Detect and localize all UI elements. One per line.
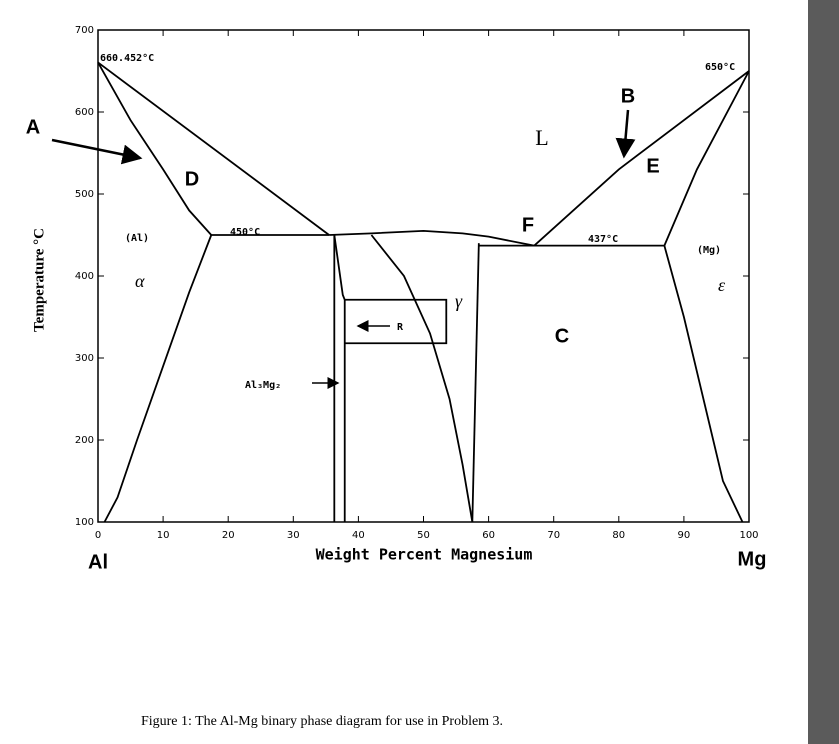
y-tick-label: 500 (75, 189, 94, 200)
y-tick-label: 700 (75, 25, 94, 36)
x-tick-label: 60 (482, 530, 495, 541)
arrow (51, 138, 143, 165)
annotation: B (621, 85, 635, 107)
annotation: F (522, 214, 534, 236)
annotation: ε (718, 275, 726, 295)
scrollbar (808, 0, 839, 744)
annotation: 650°C (705, 62, 735, 73)
x-end-label: Mg (738, 548, 767, 570)
phase-boundary (97, 61, 330, 236)
y-tick-label: 100 (75, 517, 94, 528)
annotation: A (26, 116, 40, 138)
annotation: E (646, 155, 659, 177)
phase-boundary (333, 234, 346, 522)
annotation: C (555, 325, 569, 347)
annotation: L (535, 125, 548, 150)
phase-boundary (370, 234, 474, 523)
annotation: Al₃Mg₂ (245, 380, 281, 391)
x-tick-label: 10 (157, 530, 170, 541)
phase-boundary (533, 70, 750, 247)
x-tick-label: 30 (287, 530, 300, 541)
x-end-label: Al (88, 551, 108, 573)
annotation: α (135, 271, 145, 291)
x-tick-label: 80 (612, 530, 625, 541)
annotation: 450°C (230, 227, 260, 238)
x-tick-label: 50 (417, 530, 430, 541)
y-tick-label: 200 (75, 435, 94, 446)
annotation: γ (455, 291, 463, 311)
annotation: R (397, 322, 404, 333)
phase-boundary (97, 61, 212, 236)
annotation: (Al) (125, 233, 149, 244)
annotation: 660.452°C (100, 53, 154, 64)
phase-boundary (344, 298, 448, 345)
y-tick-label: 600 (75, 107, 94, 118)
phase-boundary (329, 229, 535, 247)
x-tick-label: 100 (739, 530, 758, 541)
caption: Figure 1: The Al-Mg binary phase diagram… (141, 714, 503, 729)
x-axis-label: Weight Percent Magnesium (316, 546, 533, 564)
arrow (615, 109, 636, 159)
x-tick-label: 20 (222, 530, 235, 541)
phase-boundary (663, 245, 744, 523)
annotation: 437°C (588, 234, 618, 245)
x-tick-label: 0 (95, 530, 101, 541)
phase-boundary (471, 243, 480, 523)
x-tick-label: 70 (547, 530, 560, 541)
y-tick-label: 300 (75, 353, 94, 364)
y-tick-label: 400 (75, 271, 94, 282)
y-axis-label: Temperature °C (31, 228, 47, 332)
phase-boundary (663, 70, 750, 247)
x-tick-label: 40 (352, 530, 365, 541)
phase-boundary (103, 234, 213, 523)
annotation: (Mg) (697, 245, 721, 256)
x-tick-label: 90 (678, 530, 691, 541)
annotation: D (185, 168, 199, 190)
